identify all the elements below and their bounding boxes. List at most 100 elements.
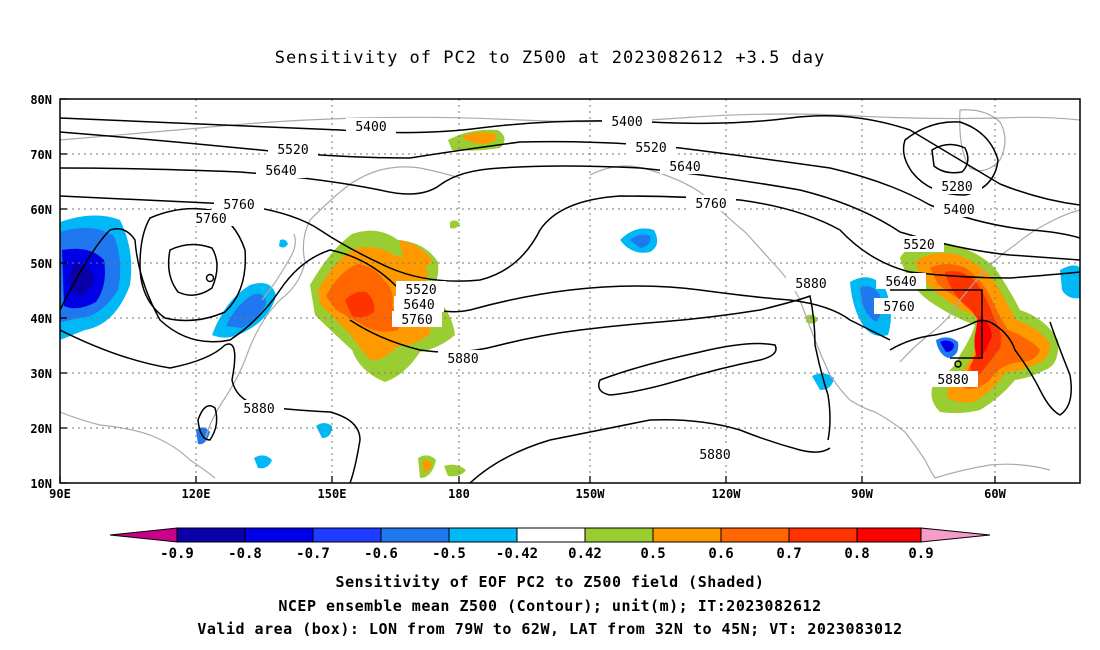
coast-japan [261,233,296,301]
low-center-west [205,273,215,283]
svg-text:5880: 5880 [699,448,730,463]
colorbar-label: 0.9 [908,546,933,562]
coast-asia-east [60,166,461,479]
svg-text:5760: 5760 [695,197,726,212]
contour-label: 5880 [234,400,284,417]
tick-marks [59,98,996,484]
colorbar-label: -0.8 [228,546,262,562]
caption-valid-area: Valid area (box): LON from 79W to 62W, L… [197,620,903,638]
map-frame [59,98,1081,484]
contour-arctic-low-outer [902,121,999,196]
contour-label: 5640 [394,296,444,313]
shade-pacific-north [400,240,432,269]
shade-green-small-2 [444,464,466,477]
svg-text:5400: 5400 [943,203,974,218]
colorbar-cell [652,527,722,543]
lat-label: 20N [30,422,52,436]
lon-label: 150E [318,487,347,501]
coast-greenland [959,109,1006,172]
svg-text:5520: 5520 [635,141,666,156]
contour-label: 5760 [186,210,236,227]
coastlines [60,109,1080,479]
contour-5880-c [598,342,777,396]
shade-pacific-red [345,291,375,318]
colorbar-cell [380,527,450,543]
coast-na-east [899,209,1080,363]
lat-label: 50N [30,257,52,271]
contour-label: 5400 [346,118,396,135]
colorbar-cell [109,527,178,543]
svg-text:5640: 5640 [885,275,916,290]
colorbar-cell [244,527,314,543]
colorbar-label: 0.8 [844,546,869,562]
svg-text:5760: 5760 [401,313,432,328]
shade-bering-core [630,234,651,248]
colorbar-label: -0.9 [160,546,194,562]
contour-label: 5760 [214,196,264,213]
contour-label: 5880 [690,446,740,463]
svg-text:5880: 5880 [243,402,274,417]
colorbar-labels: -0.9 -0.8 -0.7 -0.6 -0.5 -0.42 0.42 0.5 … [160,546,934,562]
contour-5880-south [469,418,831,483]
lat-label: 70N [30,148,52,162]
colorbar-label: 0.42 [568,546,602,562]
svg-text:5520: 5520 [277,143,308,158]
caption-shaded: Sensitivity of EOF PC2 to Z500 field (Sh… [335,573,765,591]
colorbar-cell [788,527,858,543]
colorbar-cell [584,527,654,543]
colorbar-label: -0.42 [496,546,538,562]
colorbar-cell [920,527,991,543]
caption-contour: NCEP ensemble mean Z500 (Contour); unit(… [278,597,822,615]
svg-text:5760: 5760 [195,212,226,227]
lon-label: 150W [576,487,606,501]
shade-arctic-orange [462,132,497,144]
contour-east-ridge [889,319,1072,416]
shade-east-blue-f [812,373,834,390]
contour-small-loop [197,405,218,441]
shade-blue-small-3 [254,455,272,469]
shade-japan-core [226,293,266,328]
contour-label: 5520 [894,236,944,253]
lat-label: 40N [30,312,52,326]
lon-label: 180 [448,487,470,501]
shade-japan-small [279,239,288,248]
contour-5880-a [60,329,361,483]
coast-south-america [934,463,1051,479]
lat-label: 10N [30,477,52,491]
lat-label: 30N [30,367,52,381]
contour-label: 5400 [934,201,984,218]
colorbar-label: -0.7 [296,546,330,562]
shade-blue-small-1 [316,423,332,438]
contour-low-west-inner [167,243,218,296]
svg-text:5640: 5640 [265,164,296,179]
contour-label: 5640 [876,273,926,290]
shade-east-blue-d [940,340,954,352]
contour-label: 5520 [626,139,676,156]
lon-label: 120E [182,487,211,501]
contour-label: 5520 [396,281,446,298]
contour-label: 5880 [438,350,488,367]
lon-label: 90E [49,487,71,501]
contour-label: 5280 [932,178,982,195]
contour-label: 5880 [928,371,978,388]
svg-text:5880: 5880 [795,277,826,292]
colorbar-cell [516,527,586,543]
contour-5400-north [60,115,1080,206]
colorbar-label: 0.7 [776,546,801,562]
contour-label: 5880 [786,275,836,292]
coast-na-west [771,261,876,413]
contour-5760-b [60,228,891,343]
shade-east-core [974,316,992,360]
svg-text:5640: 5640 [669,160,700,175]
contour-5760-a [60,195,1080,282]
shade-orange-small-1 [422,460,432,472]
shade-green-small-3 [806,314,818,324]
lat-label: 80N [30,93,52,107]
colorbar-label: -0.6 [364,546,398,562]
colorbar-cell [720,527,790,543]
latitude-labels: 80N 70N 60N 50N 40N 30N 20N 10N [30,93,52,491]
colorbar-label: -0.5 [432,546,466,562]
contour-label: 5760 [686,195,736,212]
svg-text:5880: 5880 [937,373,968,388]
